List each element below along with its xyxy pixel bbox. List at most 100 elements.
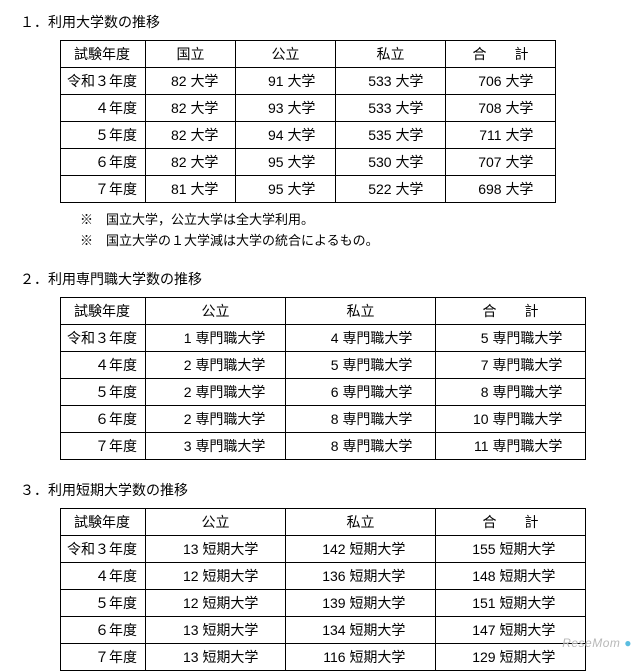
table-row: 令和３年度13 短期大学142 短期大学155 短期大学 — [61, 536, 586, 563]
table-row: ７年度13 短期大学116 短期大学129 短期大学 — [61, 644, 586, 671]
year-cell: ６年度 — [61, 149, 146, 176]
table-cell: 93 大学 — [236, 95, 336, 122]
th: 公立 — [146, 298, 286, 325]
table-cell: 155 短期大学 — [436, 536, 586, 563]
table-cell: 134 短期大学 — [286, 617, 436, 644]
th-year: 試験年度 — [61, 298, 146, 325]
th: 公立 — [146, 509, 286, 536]
table-cell: 82 大学 — [146, 68, 236, 95]
table-cell: 95 大学 — [236, 176, 336, 203]
table-row: ７年度3 専門職大学8 専門職大学11 専門職大学 — [61, 433, 586, 460]
table-cell: 2 専門職大学 — [146, 379, 286, 406]
table-row: 令和３年度1 専門職大学4 専門職大学5 専門職大学 — [61, 325, 586, 352]
table-cell: 13 短期大学 — [146, 644, 286, 671]
th: 公立 — [236, 41, 336, 68]
table-cell: 116 短期大学 — [286, 644, 436, 671]
table-row: ５年度2 専門職大学6 専門職大学8 専門職大学 — [61, 379, 586, 406]
section-title: ２．利用専門職大学数の推移 — [20, 269, 620, 289]
table-cell: 708 大学 — [446, 95, 556, 122]
table-cell: 698 大学 — [446, 176, 556, 203]
year-cell: ５年度 — [61, 122, 146, 149]
th: 合 計 — [446, 41, 556, 68]
year-cell: 令和３年度 — [61, 536, 146, 563]
watermark: ReseMom ● — [562, 636, 632, 650]
table-cell: 82 大学 — [146, 149, 236, 176]
table-header-row: 試験年度国立公立私立合 計 — [61, 41, 556, 68]
table-header-row: 試験年度公立私立合 計 — [61, 298, 586, 325]
th: 合 計 — [436, 298, 586, 325]
year-cell: ５年度 — [61, 590, 146, 617]
table-cell: 136 短期大学 — [286, 563, 436, 590]
year-cell: ４年度 — [61, 352, 146, 379]
table-cell: 8 専門職大学 — [436, 379, 586, 406]
table-cell: 91 大学 — [236, 68, 336, 95]
table-cell: 8 専門職大学 — [286, 433, 436, 460]
footnote: ※ 国立大学の１大学減は大学の統合によるもの。 — [80, 230, 620, 249]
watermark-text: ReseMom — [562, 636, 620, 650]
table-row: ６年度82 大学95 大学530 大学707 大学 — [61, 149, 556, 176]
year-cell: 令和３年度 — [61, 68, 146, 95]
footnote: ※ 国立大学，公立大学は全大学利用。 — [80, 209, 620, 228]
table-cell: 10 専門職大学 — [436, 406, 586, 433]
table-cell: 3 専門職大学 — [146, 433, 286, 460]
table-cell: 5 専門職大学 — [436, 325, 586, 352]
table-cell: 707 大学 — [446, 149, 556, 176]
table-cell: 522 大学 — [336, 176, 446, 203]
table-cell: 4 専門職大学 — [286, 325, 436, 352]
th: 私立 — [286, 509, 436, 536]
table-row: ６年度13 短期大学134 短期大学147 短期大学 — [61, 617, 586, 644]
document-content: １．利用大学数の推移試験年度国立公立私立合 計令和３年度82 大学91 大学53… — [0, 0, 640, 671]
year-cell: ７年度 — [61, 433, 146, 460]
table-cell: 94 大学 — [236, 122, 336, 149]
watermark-dot: ● — [624, 636, 632, 650]
table-cell: 81 大学 — [146, 176, 236, 203]
table-cell: 2 専門職大学 — [146, 352, 286, 379]
table-cell: 535 大学 — [336, 122, 446, 149]
table-row: 令和３年度82 大学91 大学533 大学706 大学 — [61, 68, 556, 95]
table-cell: 151 短期大学 — [436, 590, 586, 617]
th: 合 計 — [436, 509, 586, 536]
data-table: 試験年度国立公立私立合 計令和３年度82 大学91 大学533 大学706 大学… — [60, 40, 556, 203]
section-title: ３．利用短期大学数の推移 — [20, 480, 620, 500]
table-cell: 13 短期大学 — [146, 536, 286, 563]
table-cell: 530 大学 — [336, 149, 446, 176]
table-cell: 148 短期大学 — [436, 563, 586, 590]
section-title: １．利用大学数の推移 — [20, 12, 620, 32]
data-table: 試験年度公立私立合 計令和３年度13 短期大学142 短期大学155 短期大学４… — [60, 508, 586, 671]
table-cell: 7 専門職大学 — [436, 352, 586, 379]
table-row: ７年度81 大学95 大学522 大学698 大学 — [61, 176, 556, 203]
table-cell: 711 大学 — [446, 122, 556, 149]
year-cell: ６年度 — [61, 617, 146, 644]
table-cell: 82 大学 — [146, 95, 236, 122]
table-row: ６年度2 専門職大学8 専門職大学10 専門職大学 — [61, 406, 586, 433]
table-row: ４年度12 短期大学136 短期大学148 短期大学 — [61, 563, 586, 590]
table-row: ５年度82 大学94 大学535 大学711 大学 — [61, 122, 556, 149]
th: 私立 — [286, 298, 436, 325]
table-cell: 533 大学 — [336, 95, 446, 122]
table-cell: 82 大学 — [146, 122, 236, 149]
table-cell: 706 大学 — [446, 68, 556, 95]
table-row: ５年度12 短期大学139 短期大学151 短期大学 — [61, 590, 586, 617]
table-cell: 5 専門職大学 — [286, 352, 436, 379]
year-cell: ７年度 — [61, 176, 146, 203]
table-row: ４年度2 専門職大学5 専門職大学7 専門職大学 — [61, 352, 586, 379]
table-cell: 2 専門職大学 — [146, 406, 286, 433]
year-cell: ５年度 — [61, 379, 146, 406]
th: 私立 — [336, 41, 446, 68]
th-year: 試験年度 — [61, 41, 146, 68]
th-year: 試験年度 — [61, 509, 146, 536]
year-cell: ４年度 — [61, 563, 146, 590]
year-cell: ４年度 — [61, 95, 146, 122]
year-cell: ６年度 — [61, 406, 146, 433]
table-cell: 142 短期大学 — [286, 536, 436, 563]
table-cell: 139 短期大学 — [286, 590, 436, 617]
table-cell: 12 短期大学 — [146, 590, 286, 617]
year-cell: 令和３年度 — [61, 325, 146, 352]
table-cell: 6 専門職大学 — [286, 379, 436, 406]
data-table: 試験年度公立私立合 計令和３年度1 専門職大学4 専門職大学5 専門職大学４年度… — [60, 297, 586, 460]
table-cell: 11 専門職大学 — [436, 433, 586, 460]
table-cell: 1 専門職大学 — [146, 325, 286, 352]
table-row: ４年度82 大学93 大学533 大学708 大学 — [61, 95, 556, 122]
year-cell: ７年度 — [61, 644, 146, 671]
table-cell: 8 専門職大学 — [286, 406, 436, 433]
